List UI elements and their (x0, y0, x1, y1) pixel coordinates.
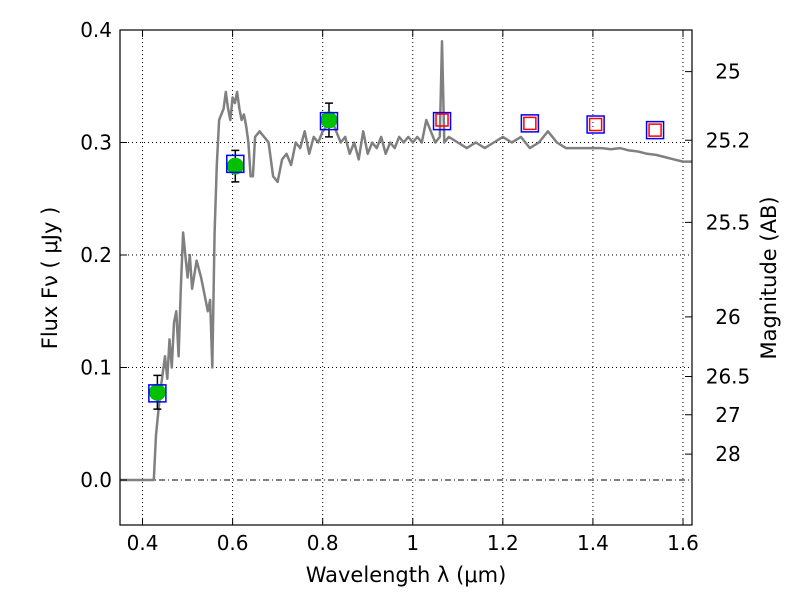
magnitude-tick-label: 25.5 (706, 210, 751, 234)
photometry-point (148, 383, 166, 401)
y-tick-label: 0.2 (80, 243, 112, 267)
spectrum-line (120, 40, 692, 482)
x-axis-label: Wavelength λ (μm) (306, 563, 507, 587)
model-flux-marker (226, 154, 245, 174)
x-tick-label: 1.2 (487, 531, 519, 555)
x-tick-label: 1 (406, 531, 419, 555)
x-tick-label: 0.4 (127, 531, 159, 555)
model-flux-marker (648, 123, 662, 137)
magnitude-tick-label: 26 (715, 305, 740, 329)
photometry-point (320, 111, 338, 129)
x-tick-label: 0.8 (307, 531, 339, 555)
model-flux-marker (432, 111, 452, 131)
model-flux-marker (148, 384, 167, 403)
model-flux-marker (586, 115, 605, 134)
y-axis-label: Flux Fν ( μJy ) (38, 207, 62, 350)
y-tick-label: 0.1 (80, 356, 112, 380)
x-tick-label: 1.6 (667, 531, 699, 555)
model-flux-marker (645, 120, 665, 140)
x-tick-label: 0.6 (217, 531, 249, 555)
model-flux-marker (319, 111, 339, 131)
magnitude-tick-label: 25.2 (706, 128, 751, 152)
model-flux-marker (520, 114, 540, 133)
magnitude-tick-label: 26.5 (706, 365, 751, 389)
y-tick-label: 0.3 (80, 131, 112, 155)
y-tick-label: 0.4 (80, 18, 112, 42)
x-tick-label: 1.4 (577, 531, 609, 555)
magnitude-tick-label: 28 (715, 442, 740, 466)
right-axis-label: Magnitude (AB) (757, 196, 781, 359)
magnitude-tick-label: 25 (715, 60, 740, 84)
y-tick-label: 0.0 (80, 468, 112, 492)
model-flux-marker (588, 117, 603, 132)
model-flux-marker (435, 113, 449, 127)
model-flux-marker (523, 116, 537, 131)
plot-frame (119, 29, 693, 526)
magnitude-tick-label: 27 (715, 403, 740, 427)
